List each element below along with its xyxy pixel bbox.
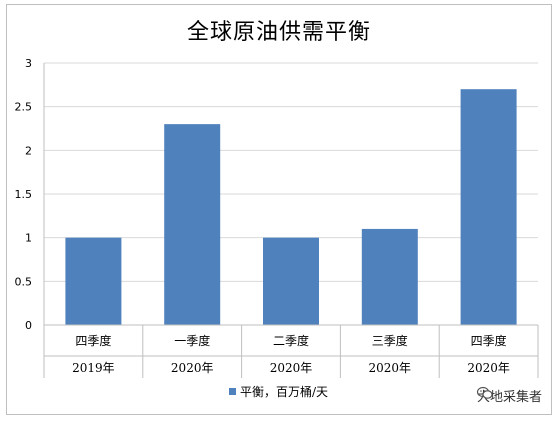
bar bbox=[65, 237, 122, 325]
bar bbox=[361, 228, 418, 325]
bar bbox=[263, 237, 319, 325]
chart-title: 全球原油供需平衡 bbox=[186, 20, 371, 45]
y-tick-label: 2.5 bbox=[15, 101, 33, 114]
x-tick-label-year: 2019年 bbox=[72, 361, 115, 375]
y-tick-label: 1.5 bbox=[15, 188, 33, 201]
bar bbox=[164, 124, 221, 325]
legend: 平衡，百万桶/天 bbox=[229, 384, 328, 399]
x-tick-label-year: 2020年 bbox=[171, 361, 214, 375]
y-tick-label: 0.5 bbox=[15, 275, 33, 288]
x-tick-label-quarter: 四季度 bbox=[471, 333, 507, 348]
wechat-icon bbox=[476, 386, 493, 399]
y-tick-label: 0 bbox=[25, 319, 32, 332]
y-tick-label: 2 bbox=[25, 144, 32, 157]
x-tick-label-quarter: 四季度 bbox=[75, 333, 111, 348]
y-tick-label: 3 bbox=[25, 57, 32, 70]
x-tick-label-quarter: 三季度 bbox=[372, 333, 408, 348]
legend-label: 平衡，百万桶/天 bbox=[240, 384, 328, 399]
x-tick-label-quarter: 二季度 bbox=[273, 333, 309, 348]
axes: 0 0.5 1 1.5 2 2.5 3 四季度 2019年 一季度 2020年 二季度 2020年 三季度… bbox=[15, 57, 539, 378]
x-tick-label-year: 2020年 bbox=[467, 361, 510, 375]
watermark: 大地采集者 bbox=[476, 386, 542, 405]
legend-swatch bbox=[229, 388, 236, 395]
watermark-text: 大地采集者 bbox=[476, 390, 542, 405]
y-tick-label: 1 bbox=[25, 232, 32, 245]
x-tick-label-year: 2020年 bbox=[270, 361, 313, 375]
x-tick-label-year: 2020年 bbox=[369, 361, 412, 375]
x-tick-label-quarter: 一季度 bbox=[174, 333, 210, 348]
bars bbox=[65, 89, 517, 325]
bar bbox=[460, 89, 517, 325]
